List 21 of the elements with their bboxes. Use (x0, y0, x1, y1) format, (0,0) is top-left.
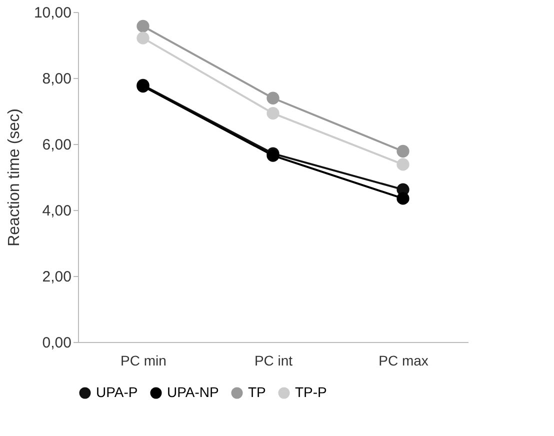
y-tick-label: 4,00 (42, 202, 72, 220)
y-tick-label: 0,00 (42, 334, 72, 352)
point (266, 106, 280, 120)
y-tick-label: 10,00 (34, 4, 72, 22)
legend-label: UPA-NP (167, 384, 219, 400)
x-tick-label: PC min (120, 352, 166, 368)
y-tick-label: 2,00 (42, 268, 72, 286)
point (136, 32, 150, 44)
point (136, 20, 150, 33)
legend-label: TP (248, 384, 266, 400)
point (396, 144, 410, 158)
point (396, 192, 410, 205)
legend-label: TP-P (295, 384, 327, 400)
point (266, 92, 280, 104)
x-tick-label: PC int (254, 352, 293, 368)
legend-label: UPA-P (96, 384, 138, 400)
x-tick-label: PC max (378, 352, 428, 368)
point (396, 158, 410, 171)
y-tick-label: 8,00 (42, 70, 72, 88)
y-axis-title: Reaction time (sec) (6, 108, 23, 246)
y-tick-label: 6,00 (42, 136, 72, 154)
